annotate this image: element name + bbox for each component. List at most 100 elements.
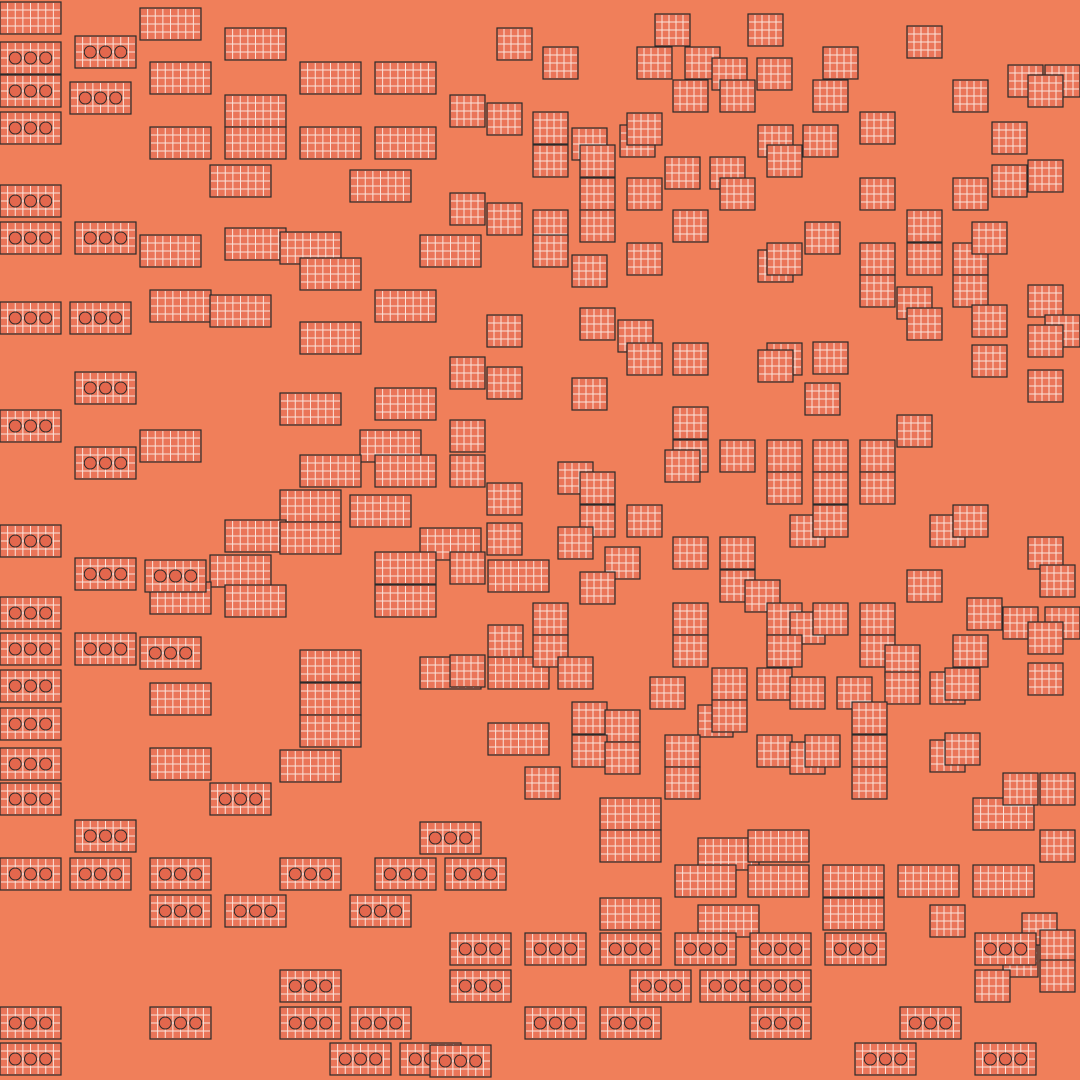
brick-hole: [83, 456, 97, 470]
brick: [0, 747, 62, 781]
brick-hole: [24, 194, 37, 208]
brick: [824, 932, 887, 966]
brick: [486, 202, 523, 236]
brick-hole: [8, 757, 22, 771]
brick-hole: [338, 1052, 352, 1066]
brick: [812, 602, 849, 636]
brick-hole: [39, 534, 53, 548]
brick: [749, 932, 812, 966]
brick: [329, 1042, 392, 1076]
brick: [1027, 621, 1064, 655]
brick-hole: [24, 679, 37, 693]
brick-hole: [24, 1016, 37, 1030]
brick-hole: [639, 942, 653, 956]
brick: [224, 227, 287, 261]
brick: [664, 766, 701, 800]
brick: [971, 344, 1008, 378]
brick: [599, 829, 662, 863]
brick: [859, 177, 896, 211]
brick: [906, 242, 943, 276]
brick-hole: [39, 792, 53, 806]
brick: [419, 234, 482, 268]
brick: [0, 301, 62, 335]
brick: [672, 536, 709, 570]
brick-hole: [389, 904, 403, 918]
brick: [1027, 284, 1064, 318]
brick-hole: [99, 456, 112, 470]
brick: [711, 667, 748, 701]
brick-hole: [164, 646, 177, 660]
brick: [1039, 829, 1076, 863]
brick: [766, 471, 803, 505]
brick: [279, 969, 342, 1003]
brick-hole: [24, 757, 37, 771]
brick-hole: [39, 231, 53, 245]
brick: [804, 221, 841, 255]
brick: [974, 969, 1011, 1003]
brick-hole: [24, 311, 37, 325]
brick: [374, 61, 437, 95]
brick: [209, 554, 272, 588]
brick: [906, 569, 943, 603]
brick-hole: [153, 569, 167, 583]
brick: [604, 709, 641, 743]
brick-hole: [564, 1016, 578, 1030]
brick-hole: [109, 867, 123, 881]
brick-hole: [39, 1016, 53, 1030]
brick-hole: [624, 942, 637, 956]
brick: [859, 111, 896, 145]
brick-hole: [24, 84, 37, 98]
brick-hole: [249, 904, 262, 918]
brick-hole: [184, 569, 198, 583]
brick-hole: [469, 1054, 483, 1068]
brick-hole: [174, 904, 187, 918]
brick-hole: [383, 867, 397, 881]
brick: [599, 932, 662, 966]
brick: [571, 254, 608, 288]
brick: [449, 192, 486, 226]
brick-hole: [489, 979, 503, 993]
brick: [74, 221, 137, 255]
brick-hole: [319, 867, 333, 881]
brick-hole: [683, 942, 697, 956]
brick: [599, 897, 662, 931]
brick: [349, 494, 412, 528]
brick: [1027, 662, 1064, 696]
brick: [719, 536, 756, 570]
brick: [486, 366, 523, 400]
brick: [766, 439, 803, 473]
brick: [149, 894, 212, 928]
brick-hole: [758, 979, 772, 993]
brick-hole: [8, 792, 22, 806]
brick: [374, 387, 437, 421]
brick: [349, 1006, 412, 1040]
brick-hole: [78, 91, 92, 105]
brick: [579, 209, 616, 243]
brick: [224, 94, 287, 128]
brick-hole: [99, 829, 112, 843]
brick-hole: [374, 1016, 387, 1030]
brick-hole: [669, 979, 683, 993]
brick: [1027, 536, 1064, 570]
brick: [1027, 324, 1064, 358]
brick-hole: [148, 646, 162, 660]
brick-hole: [114, 45, 128, 59]
brick-hole: [39, 606, 53, 620]
brick-hole: [83, 567, 97, 581]
brick: [524, 1006, 587, 1040]
brick: [626, 342, 663, 376]
brick: [0, 1006, 62, 1040]
brick: [952, 634, 989, 668]
brick-hole: [369, 1052, 383, 1066]
brick: [542, 46, 579, 80]
brick-hole: [24, 231, 37, 245]
brick-hole: [639, 1016, 653, 1030]
brick: [766, 144, 803, 178]
brick-hole: [354, 1052, 367, 1066]
brick-hole: [78, 311, 92, 325]
brick: [74, 35, 137, 69]
brick: [974, 932, 1037, 966]
brick-hole: [894, 1052, 908, 1066]
brick: [299, 682, 362, 716]
brick: [822, 46, 859, 80]
